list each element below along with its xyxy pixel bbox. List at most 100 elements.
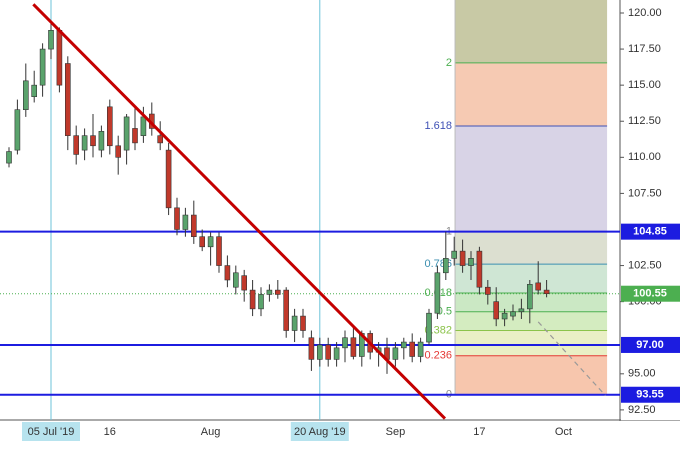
fib-level-label: 0.236: [425, 350, 453, 362]
y-tick-label: 102.50: [628, 259, 662, 271]
candle-body: [207, 236, 214, 248]
fib-level-label: 2: [446, 57, 452, 69]
price-box: [621, 336, 680, 353]
price-box: [621, 223, 680, 240]
candle-body: [90, 135, 96, 147]
x-tick-label: 17: [473, 426, 485, 438]
candle-body: [258, 294, 264, 310]
price-box: [621, 285, 680, 302]
candle-body: [392, 347, 399, 360]
candle-body: [400, 341, 407, 349]
candle-body: [518, 308, 525, 313]
price-box-label: 104.85: [633, 226, 667, 238]
candle-body: [308, 337, 315, 360]
candle-body: [468, 258, 474, 266]
candle-body: [157, 135, 163, 144]
candle-body: [476, 250, 483, 288]
candle-body: [434, 272, 441, 314]
candle-body: [316, 344, 323, 360]
candle-body: [216, 236, 222, 266]
price-box-label: 100.55: [633, 288, 667, 300]
candle-body: [350, 337, 357, 357]
x-tick-label: 16: [104, 426, 116, 438]
candle-body: [342, 337, 348, 349]
candle-body: [459, 250, 466, 266]
y-tick-label: 117.50: [628, 43, 661, 55]
candle-body: [451, 250, 458, 259]
candle-body: [199, 236, 205, 248]
candle-body: [65, 63, 71, 136]
candle-body: [56, 30, 63, 86]
y-tick-label: 95.00: [628, 368, 656, 380]
x-tick-label: 20 Aug '19: [294, 426, 346, 438]
candle-body: [22, 80, 29, 110]
candle-body: [409, 341, 416, 357]
x-tick-label: Sep: [386, 426, 406, 438]
y-tick-label: 110.00: [628, 151, 661, 163]
candle-body: [543, 289, 550, 295]
trend-line: [32, 3, 447, 420]
candle-body: [484, 286, 491, 295]
candle-body: [510, 311, 516, 317]
candle-body: [31, 84, 38, 98]
fib-zone: [455, 330, 608, 356]
candle-body: [249, 289, 256, 310]
price-box-label: 93.55: [636, 389, 664, 401]
axis-bg: [621, 0, 680, 420]
candle-body: [233, 272, 239, 288]
fib-zone: [455, 126, 608, 232]
candle-body: [224, 265, 231, 281]
candle-body: [291, 315, 298, 331]
candle-body: [501, 312, 508, 320]
candle-body: [39, 48, 46, 86]
fib-level-label: 0.5: [437, 306, 452, 318]
candle-body: [6, 151, 12, 164]
candle-body: [81, 135, 88, 151]
candle-body: [140, 116, 147, 136]
x-label-box: [290, 422, 349, 441]
candle-body: [442, 258, 449, 274]
candle-body: [300, 315, 306, 331]
candle-body: [274, 289, 281, 295]
candle-body: [14, 109, 21, 151]
price-box: [621, 386, 680, 403]
fib-zone: [455, 355, 608, 395]
y-tick-label: 112.50: [628, 115, 661, 127]
candle-body: [165, 149, 172, 209]
candle-body: [73, 135, 79, 155]
candle-body: [115, 145, 121, 158]
fib-zone: [455, 0, 608, 63]
candle-body: [191, 214, 197, 238]
candle-body: [493, 301, 500, 320]
y-tick-label: 115.00: [628, 79, 661, 91]
fib-zone: [455, 311, 608, 331]
x-tick-label: Aug: [201, 426, 221, 438]
candle-body: [333, 347, 340, 360]
candle-body: [182, 214, 189, 230]
candle-body: [107, 106, 113, 147]
candle-body: [283, 289, 290, 331]
candle-body: [174, 207, 180, 230]
x-tick-label: 05 Jul '19: [28, 426, 75, 438]
fib-level-label: 1.618: [425, 120, 453, 132]
candle-body: [325, 344, 332, 360]
candle-body: [535, 282, 542, 291]
candle-body: [417, 341, 424, 357]
candle-body: [98, 131, 105, 151]
candle-body: [123, 116, 130, 151]
price-box-label: 97.00: [636, 339, 664, 351]
y-tick-label: 107.50: [628, 187, 662, 199]
projection-line: [537, 321, 606, 396]
x-label-box: [22, 422, 80, 441]
candle-body: [241, 275, 247, 291]
candle-body: [48, 30, 54, 50]
y-tick-label: 92.50: [628, 404, 656, 416]
candle-body: [426, 312, 432, 343]
y-tick-label: 120.00: [628, 7, 662, 19]
candle-body: [526, 284, 533, 310]
candle-body: [132, 128, 138, 144]
candle-body: [266, 289, 273, 295]
x-tick-label: Oct: [555, 426, 572, 438]
fib-zone: [455, 62, 608, 126]
